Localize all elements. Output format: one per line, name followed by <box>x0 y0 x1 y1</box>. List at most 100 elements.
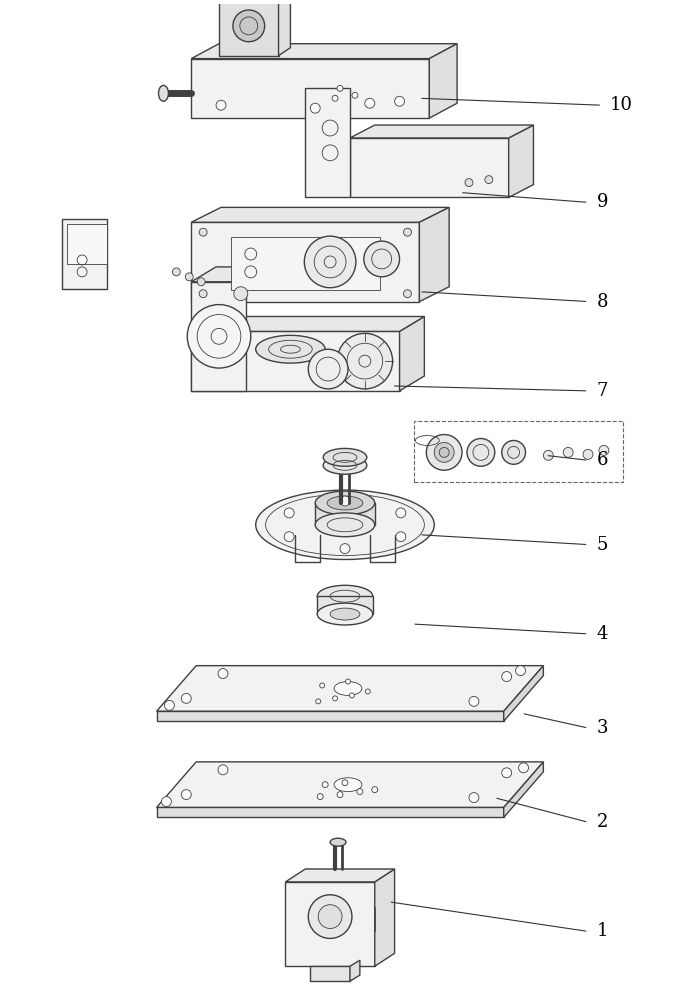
Circle shape <box>365 98 375 108</box>
Text: 9: 9 <box>596 193 608 211</box>
Circle shape <box>234 287 248 301</box>
Circle shape <box>395 96 405 106</box>
Circle shape <box>350 693 354 698</box>
Polygon shape <box>63 219 107 289</box>
Text: 8: 8 <box>596 293 608 311</box>
Circle shape <box>515 666 526 676</box>
Polygon shape <box>191 59 429 118</box>
Polygon shape <box>219 1 279 56</box>
Circle shape <box>187 305 250 368</box>
Polygon shape <box>317 596 373 614</box>
Circle shape <box>332 95 338 101</box>
Polygon shape <box>286 869 395 882</box>
Circle shape <box>182 790 191 800</box>
Circle shape <box>467 439 495 466</box>
Polygon shape <box>508 125 533 197</box>
Circle shape <box>337 85 343 91</box>
Ellipse shape <box>330 608 360 620</box>
Polygon shape <box>504 762 544 817</box>
Polygon shape <box>305 88 350 197</box>
Polygon shape <box>375 869 395 966</box>
Circle shape <box>404 290 411 298</box>
Text: 1: 1 <box>596 922 608 940</box>
Polygon shape <box>350 960 360 981</box>
Polygon shape <box>286 882 375 966</box>
Circle shape <box>469 793 479 803</box>
Polygon shape <box>420 207 449 302</box>
Circle shape <box>317 794 323 800</box>
Polygon shape <box>504 666 544 721</box>
Polygon shape <box>219 0 290 1</box>
Text: 6: 6 <box>596 451 608 469</box>
Polygon shape <box>157 807 504 817</box>
Circle shape <box>583 449 593 459</box>
Circle shape <box>162 797 171 807</box>
Circle shape <box>304 236 356 288</box>
Circle shape <box>465 179 473 187</box>
Circle shape <box>352 92 358 98</box>
Circle shape <box>340 496 350 506</box>
Circle shape <box>439 447 449 457</box>
Circle shape <box>519 763 528 773</box>
Circle shape <box>182 693 191 703</box>
Ellipse shape <box>256 335 325 363</box>
Ellipse shape <box>317 603 373 625</box>
Circle shape <box>164 700 174 710</box>
Polygon shape <box>157 711 504 721</box>
Polygon shape <box>191 222 420 302</box>
Circle shape <box>284 532 294 542</box>
Polygon shape <box>191 44 457 59</box>
Polygon shape <box>191 331 400 391</box>
Circle shape <box>216 100 226 110</box>
Circle shape <box>372 787 378 793</box>
Text: 5: 5 <box>596 536 608 554</box>
Circle shape <box>308 895 352 938</box>
Circle shape <box>337 792 343 798</box>
Ellipse shape <box>323 456 367 474</box>
Circle shape <box>310 103 320 113</box>
Circle shape <box>200 290 207 298</box>
Text: 4: 4 <box>596 625 608 643</box>
Polygon shape <box>67 224 107 264</box>
Polygon shape <box>350 125 533 138</box>
Ellipse shape <box>323 448 367 466</box>
Circle shape <box>357 789 363 795</box>
Circle shape <box>396 532 406 542</box>
Text: 2: 2 <box>596 813 608 831</box>
Polygon shape <box>191 207 449 222</box>
Ellipse shape <box>334 778 362 792</box>
Circle shape <box>218 765 228 775</box>
Circle shape <box>502 768 512 778</box>
Circle shape <box>340 544 350 554</box>
Circle shape <box>337 333 393 389</box>
Ellipse shape <box>330 838 346 846</box>
Circle shape <box>332 696 338 701</box>
Ellipse shape <box>317 585 373 607</box>
Polygon shape <box>350 138 508 197</box>
Circle shape <box>396 508 406 518</box>
Circle shape <box>322 782 328 788</box>
Polygon shape <box>231 237 380 290</box>
Ellipse shape <box>334 682 362 695</box>
Circle shape <box>502 440 526 464</box>
Text: 3: 3 <box>596 719 608 737</box>
Ellipse shape <box>315 513 375 537</box>
Circle shape <box>218 669 228 679</box>
Circle shape <box>485 176 493 184</box>
Text: 7: 7 <box>596 382 608 400</box>
Polygon shape <box>400 316 424 391</box>
Circle shape <box>469 696 479 706</box>
Circle shape <box>284 508 294 518</box>
Circle shape <box>173 268 180 276</box>
Polygon shape <box>191 316 424 331</box>
Ellipse shape <box>256 490 434 560</box>
Circle shape <box>345 679 350 684</box>
Circle shape <box>319 905 342 929</box>
Polygon shape <box>191 267 270 282</box>
Ellipse shape <box>315 491 375 515</box>
Polygon shape <box>157 666 544 711</box>
Circle shape <box>563 447 573 457</box>
Circle shape <box>342 780 348 786</box>
Text: 10: 10 <box>610 96 633 114</box>
Ellipse shape <box>158 85 169 101</box>
